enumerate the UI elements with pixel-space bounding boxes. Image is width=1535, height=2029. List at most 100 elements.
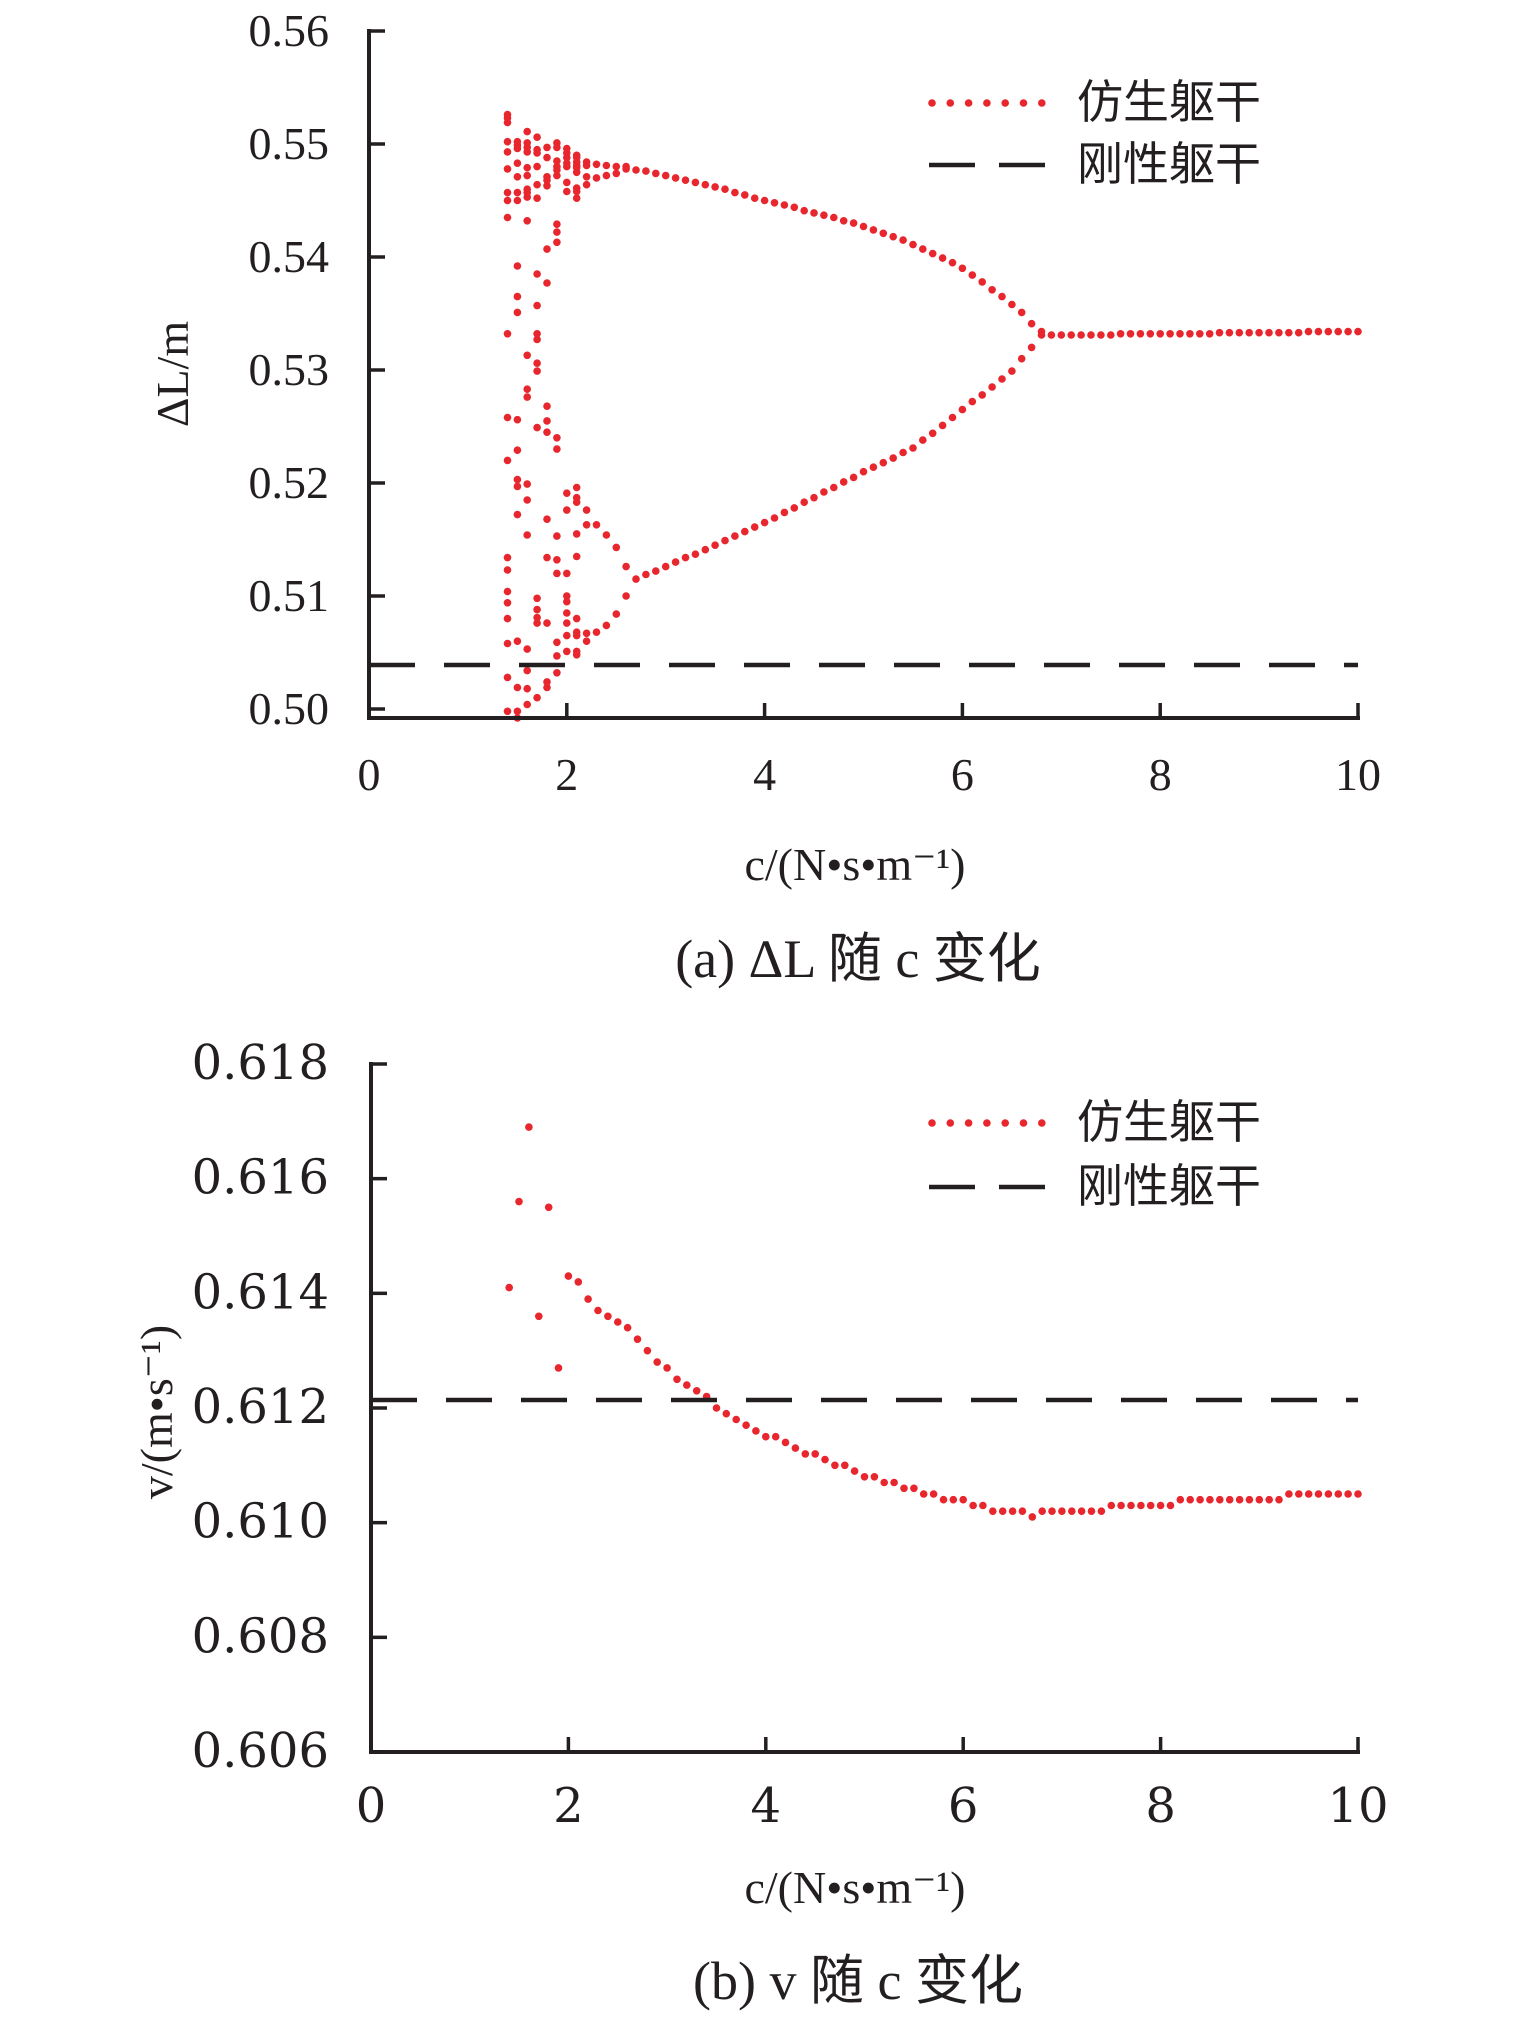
data-point: [533, 367, 541, 375]
data-point: [553, 157, 561, 165]
bionic-series-dots: [503, 110, 1362, 722]
data-point: [879, 458, 888, 467]
data-point: [553, 143, 561, 152]
legend-dot: [946, 1119, 955, 1127]
data-point: [731, 532, 739, 540]
data-point: [582, 180, 591, 189]
data-point: [553, 652, 561, 660]
data-point: [899, 236, 907, 244]
y-axis-title: v/(m•s⁻¹): [131, 1325, 182, 1499]
data-point: [750, 523, 759, 531]
data-point: [543, 428, 551, 437]
data-point: [869, 226, 878, 234]
data-point: [770, 199, 779, 207]
data-point: [1196, 330, 1204, 338]
data-point: [1245, 1495, 1254, 1504]
data-point: [1285, 1490, 1293, 1498]
legend-label-bionic: 仿生躯干: [1077, 1097, 1261, 1148]
legend-dot: [1038, 1119, 1046, 1127]
legend-dot: [1001, 99, 1009, 107]
legend-label-rigid: 刚性躯干: [1077, 139, 1261, 190]
data-point: [1206, 1495, 1214, 1504]
data-point: [543, 515, 551, 523]
data-point: [939, 1495, 948, 1504]
data-point: [1107, 331, 1115, 339]
data-point: [612, 169, 621, 178]
data-point: [1048, 1507, 1056, 1515]
data-point: [553, 445, 561, 453]
legend-dot: [1019, 1119, 1028, 1127]
data-point: [722, 1409, 731, 1418]
legend-label-rigid: 刚性躯干: [1077, 1161, 1261, 1212]
x-tick-label: 2: [553, 1778, 584, 1834]
y-tick-label: 0.606: [192, 1723, 329, 1779]
data-point: [820, 488, 828, 496]
data-point: [1176, 330, 1184, 338]
data-point: [899, 448, 907, 457]
data-point: [1235, 1495, 1244, 1504]
legend: 仿生躯干 刚性躯干: [928, 1097, 1261, 1212]
data-point: [523, 193, 531, 201]
data-point: [889, 454, 897, 462]
data-point: [721, 185, 729, 193]
data-point: [523, 684, 531, 693]
data-point: [841, 1461, 849, 1470]
data-point: [572, 552, 581, 561]
data-point: [503, 413, 512, 422]
data-point: [870, 1473, 879, 1481]
data-point: [533, 330, 541, 338]
data-point: [622, 562, 630, 571]
data-point: [523, 496, 531, 504]
data-point: [643, 1346, 652, 1355]
data-point: [752, 1427, 760, 1435]
x-axis-title: c/(N•s•m⁻¹): [744, 839, 965, 890]
data-point: [1027, 319, 1036, 328]
x-tick-label: 8: [1145, 1778, 1176, 1834]
legend-dot: [983, 99, 991, 107]
y-tick-label: 0.618: [192, 1035, 329, 1091]
data-point: [979, 1501, 987, 1510]
data-point: [968, 397, 977, 406]
data-point: [563, 631, 571, 640]
data-point: [989, 1507, 997, 1515]
data-point: [1136, 330, 1145, 338]
data-point: [1334, 327, 1342, 336]
data-point: [523, 127, 531, 136]
data-point: [692, 1387, 701, 1395]
data-point: [592, 160, 601, 169]
data-point: [602, 531, 611, 539]
data-point: [1097, 1507, 1106, 1515]
x-tick-label: 2: [555, 749, 578, 800]
data-point: [721, 536, 729, 545]
data-point: [543, 683, 551, 692]
data-point: [523, 666, 531, 675]
x-axis-title: c/(N•s•m⁻¹): [744, 1862, 965, 1913]
data-point: [533, 270, 541, 278]
data-point: [523, 385, 531, 394]
data-point: [1047, 331, 1056, 339]
data-point: [592, 521, 601, 529]
x-tick-label: 4: [753, 749, 776, 800]
data-point: [572, 168, 581, 177]
data-point: [553, 238, 561, 247]
y-tick-label: 0.53: [249, 344, 330, 395]
data-point: [553, 434, 561, 442]
data-point: [1116, 330, 1125, 338]
legend-dot: [964, 99, 973, 107]
data-point: [998, 1507, 1007, 1515]
data-point: [553, 228, 561, 236]
data-point: [503, 330, 512, 338]
x-tick-label: 4: [751, 1778, 782, 1834]
data-point: [525, 1123, 533, 1131]
data-point: [1087, 1507, 1096, 1515]
data-point: [919, 436, 927, 444]
data-point: [553, 166, 561, 174]
data-point: [900, 1484, 908, 1493]
data-point: [533, 194, 541, 202]
data-point: [1245, 328, 1253, 337]
legend-dot: [983, 1119, 991, 1127]
data-point: [909, 240, 917, 249]
data-point: [1235, 328, 1244, 337]
legend-dot: [1001, 1119, 1009, 1127]
data-point: [1008, 1507, 1017, 1515]
